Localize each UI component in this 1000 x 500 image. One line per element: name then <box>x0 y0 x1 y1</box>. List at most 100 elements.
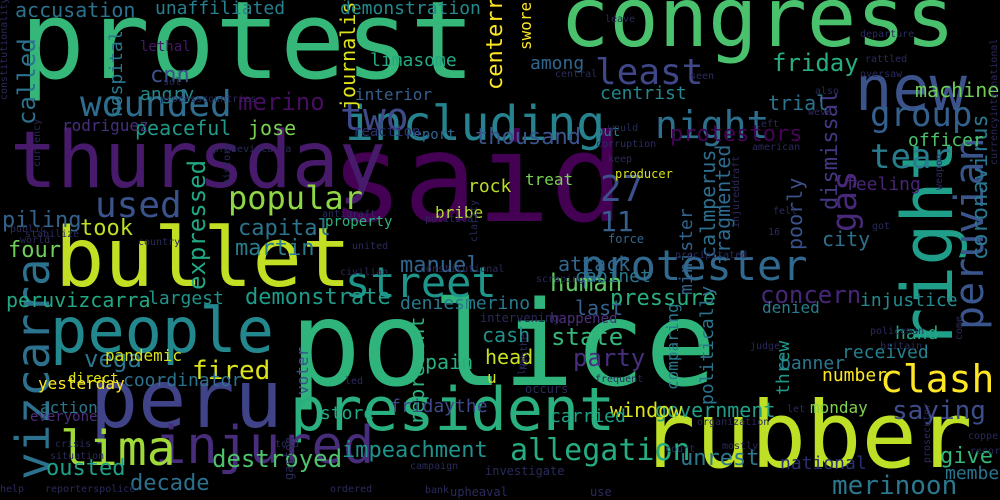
word-72: accusation <box>15 0 136 22</box>
word-150: bank <box>425 485 450 496</box>
word-89: fragmented <box>711 144 735 265</box>
word-84: cabinet <box>575 266 651 287</box>
word-12: protester <box>580 241 808 290</box>
word-82: martin <box>235 236 315 261</box>
word-62: trial <box>768 91 829 115</box>
word-101: received <box>842 342 929 363</box>
word-49: destroyed <box>212 445 343 473</box>
word-132: corruption <box>596 139 657 150</box>
word-118: direct <box>68 371 119 387</box>
word-191: 16 <box>768 227 781 238</box>
word-56: ousted <box>46 456 126 481</box>
word-147: occurs <box>525 382 569 396</box>
word-38: friday <box>772 49 859 77</box>
word-166: situation <box>50 451 105 462</box>
word-58: thousand <box>475 125 581 150</box>
word-70: swore <box>516 1 535 50</box>
word-26: popular <box>228 179 363 217</box>
word-189: fell <box>773 206 798 217</box>
word-33: fired <box>192 356 271 386</box>
word-133: keep <box>608 154 633 165</box>
word-176: constitutionality <box>0 0 10 100</box>
word-188: weapon <box>934 153 945 190</box>
word-51: window <box>610 398 683 422</box>
word-60: rodriguez <box>62 116 149 135</box>
word-92: feeling <box>845 174 921 195</box>
word-104: number <box>822 365 888 386</box>
word-149: upheaval <box>450 485 508 499</box>
word-97: last <box>575 296 624 320</box>
word-63: interior <box>355 85 433 104</box>
word-14: injured <box>155 416 375 476</box>
word-144: united <box>352 241 389 252</box>
word-24: least <box>595 52 704 93</box>
word-0: said <box>330 108 624 250</box>
word-152: use <box>590 485 612 499</box>
word-45: state <box>551 323 624 351</box>
word-65: centrist <box>600 83 687 104</box>
word-2: protest <box>20 0 476 104</box>
word-129: put <box>595 124 621 140</box>
word-141: political <box>425 214 480 225</box>
word-160: led <box>345 376 364 387</box>
word-167: sol <box>163 77 182 88</box>
word-127: happened <box>550 311 618 327</box>
word-57: vega <box>84 345 142 373</box>
word-109: pain <box>425 350 474 374</box>
word-31: called <box>13 38 41 125</box>
word-180: also <box>815 86 840 97</box>
word-143: civilian <box>340 267 389 278</box>
word-151: ordered <box>330 484 373 495</box>
word-48: demonstrate <box>245 285 391 310</box>
word-103: hand <box>895 323 939 344</box>
word-76: hospital <box>106 30 127 117</box>
word-13: including <box>345 96 606 152</box>
word-46: human <box>550 269 623 297</box>
word-158: let <box>787 404 806 415</box>
word-157: judge <box>750 341 781 352</box>
word-44: party <box>573 344 646 372</box>
word-196: record <box>970 446 1000 457</box>
word-75: angry <box>140 84 195 105</box>
word-34: impeachment <box>342 438 488 463</box>
word-171: currency <box>32 118 43 167</box>
word-20: night <box>655 103 770 147</box>
word-159: low <box>517 356 528 375</box>
word-173: world <box>20 235 51 246</box>
word-115: coordinator <box>123 370 243 391</box>
word-139: injureddraft <box>731 155 742 228</box>
word-185: american <box>752 142 801 153</box>
word-15: lima <box>60 421 176 477</box>
word-52: unrest <box>680 446 760 471</box>
word-123: national <box>780 453 867 474</box>
word-164: reporterspolice <box>45 484 136 495</box>
word-163: help <box>0 484 25 495</box>
word-130: report <box>405 127 456 143</box>
word-193: britain <box>880 341 923 352</box>
word-110: head <box>485 345 534 369</box>
word-99: denied <box>762 298 820 317</box>
word-156: mostly <box>722 441 759 452</box>
word-175: processcountries <box>160 94 257 105</box>
word-35: allegation <box>510 433 691 468</box>
word-161: told <box>275 439 300 450</box>
word-184: left <box>755 119 780 130</box>
word-102: banner <box>780 353 846 374</box>
word-16: street <box>345 258 497 307</box>
word-9: people <box>50 294 274 367</box>
word-135: force <box>608 232 645 246</box>
word-162: gastón <box>282 436 296 480</box>
word-37: attack <box>558 252 631 276</box>
word-119: action <box>40 398 98 417</box>
word-128: intervening <box>480 311 560 325</box>
word-112: carried <box>550 406 626 427</box>
word-67: limasome <box>370 50 457 71</box>
word-155: organization <box>697 417 770 428</box>
word-148: investigate <box>485 464 565 478</box>
word-81: capital <box>238 216 331 241</box>
word-131: reaction <box>353 124 421 140</box>
word-85: rock <box>468 176 512 197</box>
word-54: give <box>940 444 993 469</box>
